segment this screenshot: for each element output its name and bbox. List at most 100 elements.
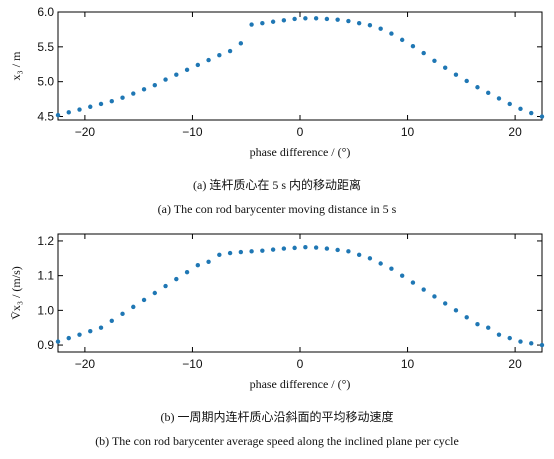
chart-b-point	[464, 315, 469, 320]
chart-b-point	[486, 325, 491, 330]
chart-b-ytick-label: 1.0	[37, 303, 54, 317]
chart-b-ytick-label: 1.1	[37, 269, 54, 283]
chart-b-point	[378, 261, 383, 266]
chart-b-point	[55, 339, 61, 344]
chart-a-point	[88, 104, 93, 109]
chart-b-ytick-label: 0.9	[37, 338, 54, 352]
chart-a-point	[529, 110, 534, 116]
caption-a-cn: (a) 连杆质心在 5 s 内的移动距离	[193, 177, 361, 192]
chart-b-point	[88, 328, 93, 334]
chart-b-point	[270, 247, 276, 252]
chart-b-point	[249, 249, 254, 254]
chart-a-point	[324, 16, 330, 22]
chart-a-point	[346, 18, 351, 24]
chart-b-xlabel: phase difference / (°)	[250, 377, 351, 391]
chart-b-point	[443, 301, 448, 306]
chart-b-point	[163, 283, 168, 289]
chart-a-point	[518, 106, 523, 112]
chart-a-point	[141, 87, 147, 92]
chart-a-point	[260, 20, 265, 26]
chart-a-point	[163, 77, 168, 82]
chart-a-point	[227, 48, 233, 54]
chart-b-point	[174, 276, 179, 282]
chart-a-point	[98, 101, 104, 107]
chart-b-point	[195, 263, 201, 268]
chart-a-xtick-label: −20	[75, 125, 96, 139]
chart-a-point	[249, 22, 254, 27]
chart-b-point	[313, 245, 319, 250]
chart-a-point	[378, 26, 383, 31]
chart-b-point	[507, 335, 512, 341]
chart-a-frame	[57, 11, 543, 121]
chart-b-point	[346, 249, 351, 254]
caption-b-en: (b) The con rod barycenter average speed…	[95, 434, 459, 448]
chart-a-point	[367, 23, 373, 28]
chart-a-ytick-label: 5.5	[37, 40, 54, 54]
chart-b-ylabel: V̄x₃ / (m/s)	[9, 266, 23, 320]
chart-a-point	[313, 16, 319, 21]
chart-a-point	[206, 57, 211, 63]
chart-a-point	[292, 16, 297, 22]
chart-b-point	[410, 280, 416, 285]
chart-a-point	[464, 78, 469, 84]
chart-a-point	[120, 95, 125, 100]
chart-a-point	[152, 82, 157, 88]
chart-b-xtick-label: −10	[182, 357, 203, 371]
chart-a-point	[217, 53, 222, 58]
chart-a-point	[303, 16, 308, 21]
chart-a-point	[184, 67, 190, 73]
chart-b-point	[206, 259, 211, 264]
chart-a: −20 −10 0 10 20 4.5 5.0 5.5 6.0 phase difference…	[9, 5, 545, 159]
chart-a-point	[410, 43, 416, 49]
chart-b-point	[260, 248, 265, 253]
chart-b-point	[356, 252, 362, 258]
chart-b-point	[432, 294, 437, 299]
chart-a-xtick-label: −10	[182, 125, 203, 139]
chart-b-point	[98, 325, 104, 330]
chart-b-point	[281, 246, 287, 251]
chart-b-point	[184, 269, 190, 275]
chart-a-point	[496, 96, 502, 101]
chart-a-point	[238, 41, 244, 46]
chart-a-ytick-label: 4.5	[37, 110, 54, 124]
chart-a-xtick-label: 20	[508, 125, 522, 139]
chart-b-point	[131, 304, 136, 310]
chart-a-point	[539, 114, 545, 119]
chart-b-point	[529, 341, 534, 346]
chart-a-point	[77, 107, 82, 112]
chart-b-xtick-label: 10	[401, 357, 415, 371]
chart-b-xtick-label: −20	[75, 357, 96, 371]
chart-a-point	[389, 31, 394, 36]
chart-b-point	[399, 273, 405, 278]
chart-a-point	[475, 85, 480, 90]
chart-b-point	[109, 318, 114, 323]
chart-a-point	[195, 62, 201, 68]
chart-b-xtick-label: 20	[508, 357, 522, 371]
chart-a-ylabel: x₃ / m	[9, 51, 23, 81]
chart-a-point	[55, 112, 61, 118]
chart-b-frame	[57, 233, 543, 353]
chart-a-point	[335, 17, 340, 22]
chart-b-point	[303, 244, 308, 250]
chart-a-point	[486, 90, 491, 96]
chart-a-point	[66, 110, 71, 115]
chart-b-point	[453, 308, 459, 313]
chart-b-point	[496, 332, 502, 337]
chart-a-point	[432, 58, 437, 63]
chart-a-point	[174, 72, 179, 77]
chart-a-point	[507, 101, 512, 107]
chart-a-point	[270, 19, 276, 24]
chart-a-ticks: −20 −10 0 10 20 4.5 5.0 5.5 6.0	[37, 5, 542, 139]
chart-a-ytick-label: 5.0	[37, 75, 54, 89]
chart-b-point	[238, 249, 244, 255]
chart-b-point	[292, 245, 297, 251]
chart-b-ytick-label: 1.2	[37, 234, 54, 248]
chart-b-point	[77, 332, 82, 337]
chart-b-point	[367, 256, 373, 261]
chart-b-ticks: −20 −10 0 10 20 0.9 1.0 1.1 1.2	[37, 234, 542, 371]
chart-b-point	[217, 252, 222, 258]
chart-b-point	[152, 290, 157, 296]
chart-b-point	[227, 250, 233, 256]
chart-b-point	[421, 287, 426, 292]
chart-a-point	[421, 50, 426, 56]
